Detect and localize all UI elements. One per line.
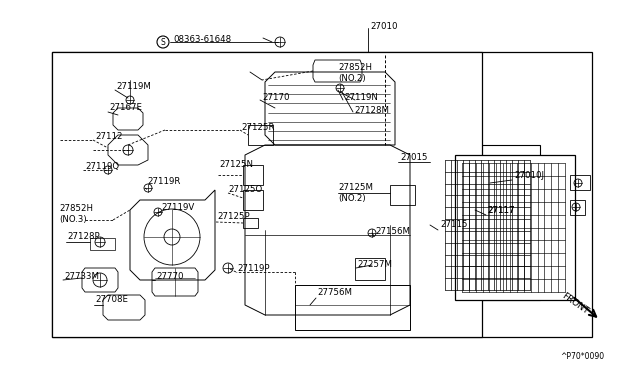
- Text: 27117: 27117: [487, 206, 515, 215]
- Text: 27128M: 27128M: [354, 106, 389, 115]
- Text: (NO.2): (NO.2): [338, 194, 365, 203]
- Text: 27125M: 27125M: [338, 183, 373, 192]
- Text: 27119N: 27119N: [344, 93, 378, 102]
- Text: 27852H: 27852H: [59, 204, 93, 213]
- Text: 27156M: 27156M: [375, 227, 410, 236]
- Text: 27852H: 27852H: [338, 63, 372, 72]
- Text: 27010: 27010: [370, 22, 397, 31]
- Text: 27170: 27170: [262, 93, 289, 102]
- Text: 27112: 27112: [95, 132, 122, 141]
- Bar: [52, 52, 482, 337]
- Text: 27119M: 27119M: [116, 82, 151, 91]
- Text: 27125O: 27125O: [228, 185, 262, 194]
- Text: FRONT: FRONT: [560, 291, 590, 316]
- Text: 27119R: 27119R: [147, 177, 180, 186]
- Text: 27119V: 27119V: [161, 203, 195, 212]
- Text: S: S: [161, 38, 165, 46]
- Text: 27770: 27770: [156, 272, 184, 281]
- Text: 27708E: 27708E: [95, 295, 128, 304]
- Bar: [455, 155, 575, 300]
- Text: 27119P: 27119P: [237, 264, 269, 273]
- Text: 27119Q: 27119Q: [85, 162, 119, 171]
- Text: 27125R: 27125R: [241, 123, 275, 132]
- Text: 27125N: 27125N: [219, 160, 253, 169]
- Text: (NO.3): (NO.3): [59, 215, 86, 224]
- Text: 08363-61648: 08363-61648: [173, 35, 231, 44]
- Text: 27125P: 27125P: [217, 212, 250, 221]
- Text: ^P70*0090: ^P70*0090: [560, 352, 604, 361]
- Text: 27010J: 27010J: [514, 171, 544, 180]
- Text: 27115: 27115: [440, 220, 467, 229]
- Text: 27128P: 27128P: [67, 232, 100, 241]
- Bar: [52, 52, 592, 337]
- Bar: [430, 145, 540, 300]
- Text: (NO.2): (NO.2): [338, 74, 365, 83]
- Text: 27015: 27015: [400, 153, 428, 162]
- Text: 27257M: 27257M: [357, 260, 392, 269]
- Text: 27733M: 27733M: [64, 272, 99, 281]
- Text: 27167E: 27167E: [109, 103, 142, 112]
- Text: 27756M: 27756M: [317, 288, 352, 297]
- Text: 27117: 27117: [487, 206, 515, 215]
